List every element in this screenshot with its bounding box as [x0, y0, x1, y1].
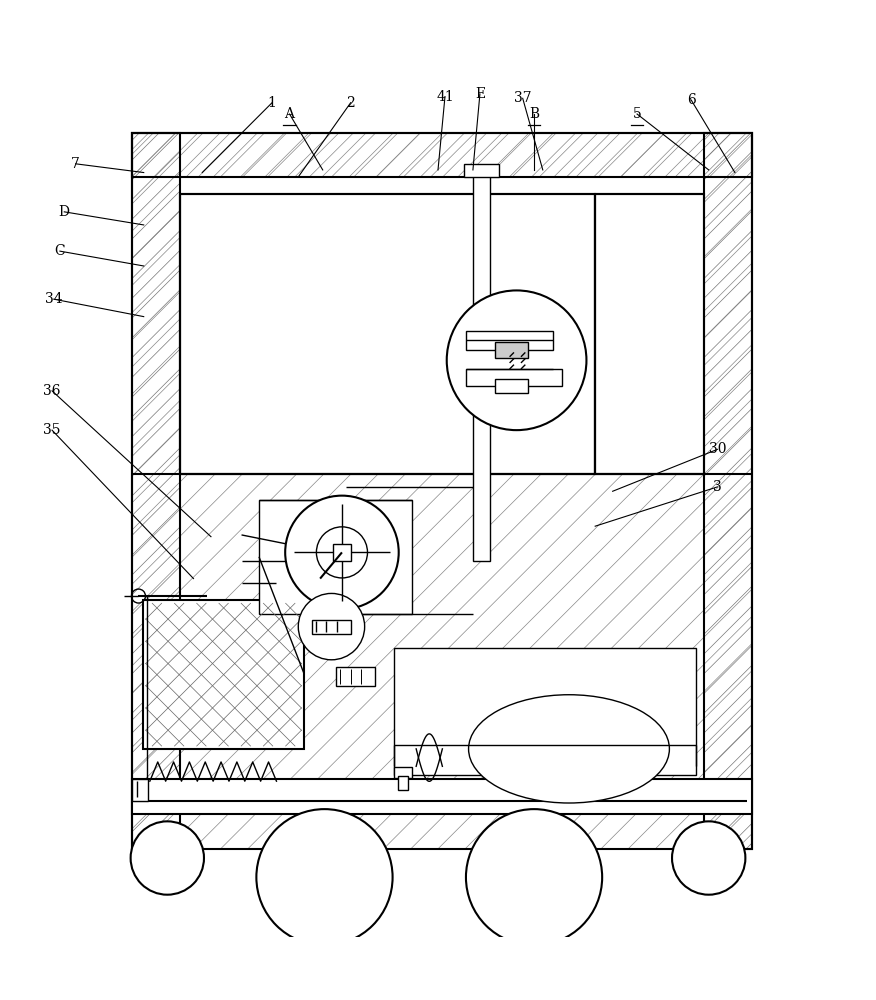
- Bar: [132, 779, 752, 814]
- Bar: [473, 173, 491, 561]
- Text: D: D: [59, 205, 70, 219]
- Text: 7: 7: [71, 157, 80, 171]
- Text: 5: 5: [632, 107, 641, 121]
- Text: 30: 30: [709, 442, 726, 456]
- Bar: [132, 779, 148, 801]
- Text: 35: 35: [43, 423, 60, 437]
- Text: 1: 1: [268, 96, 277, 110]
- Bar: [312, 620, 350, 634]
- Text: 3: 3: [713, 480, 722, 494]
- Bar: [495, 379, 528, 393]
- Text: 41: 41: [436, 90, 454, 104]
- Bar: [132, 133, 752, 177]
- Circle shape: [466, 809, 602, 945]
- Bar: [466, 331, 554, 350]
- Bar: [143, 600, 304, 749]
- Bar: [394, 767, 412, 778]
- Ellipse shape: [469, 695, 669, 803]
- Bar: [595, 194, 704, 474]
- Bar: [132, 133, 180, 849]
- Text: A: A: [285, 107, 294, 121]
- Circle shape: [131, 821, 204, 895]
- Bar: [495, 342, 528, 358]
- Bar: [259, 500, 412, 614]
- Circle shape: [672, 821, 745, 895]
- Text: 36: 36: [43, 384, 60, 398]
- Circle shape: [257, 809, 392, 945]
- Bar: [132, 133, 752, 849]
- Circle shape: [286, 496, 399, 609]
- Bar: [466, 369, 562, 386]
- Text: B: B: [529, 107, 539, 121]
- Text: E: E: [475, 87, 485, 101]
- Text: 37: 37: [514, 91, 532, 105]
- Bar: [464, 164, 499, 177]
- Bar: [704, 133, 752, 849]
- Bar: [180, 194, 595, 474]
- Bar: [333, 544, 350, 561]
- Bar: [398, 776, 408, 790]
- Text: 6: 6: [687, 93, 696, 107]
- Text: 34: 34: [45, 292, 62, 306]
- Text: 2: 2: [346, 96, 355, 110]
- Circle shape: [299, 593, 364, 660]
- Text: C: C: [54, 244, 65, 258]
- Circle shape: [447, 290, 586, 430]
- Bar: [180, 177, 704, 474]
- Bar: [394, 648, 696, 775]
- Bar: [336, 667, 375, 686]
